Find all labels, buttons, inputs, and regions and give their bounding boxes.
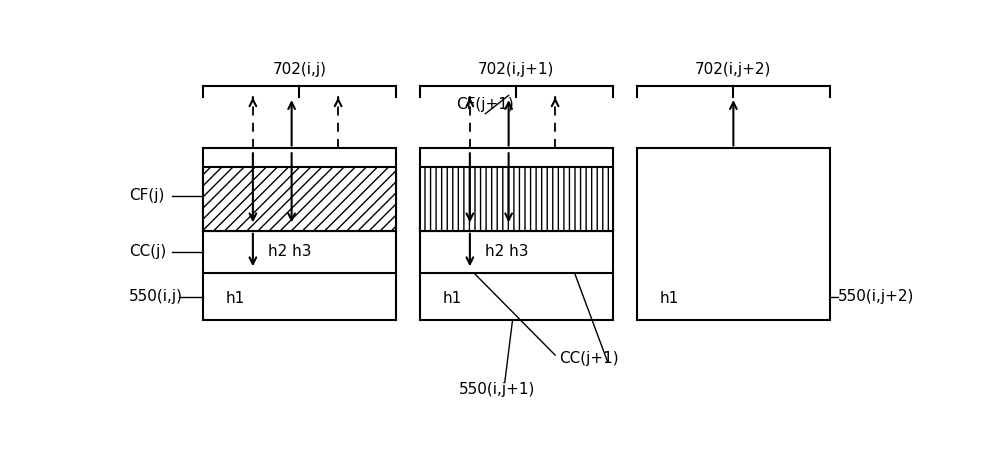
Text: 550(i,j+2): 550(i,j+2) [838,289,914,304]
Text: h1: h1 [443,292,462,306]
Text: h2 h3: h2 h3 [485,244,529,259]
Bar [637,148,830,320]
Text: CC(j): CC(j) [129,244,166,259]
Bar [202,167,396,231]
Text: 702(i,j+1): 702(i,j+1) [478,62,555,77]
Text: CC(j+1): CC(j+1) [559,351,619,366]
Text: 550(i,j+1): 550(i,j+1) [459,382,535,397]
Text: 550(i,j): 550(i,j) [129,289,183,304]
Bar [420,167,613,231]
Text: h1: h1 [660,292,679,306]
Text: 702(i,j): 702(i,j) [272,62,326,77]
Bar [202,148,396,320]
Text: CF(j): CF(j) [129,188,164,203]
Text: h1: h1 [226,292,245,306]
Bar [420,148,613,320]
Text: CF(j+1): CF(j+1) [456,97,514,112]
Text: 702(i,j+2): 702(i,j+2) [695,62,772,77]
Text: h2 h3: h2 h3 [268,244,312,259]
